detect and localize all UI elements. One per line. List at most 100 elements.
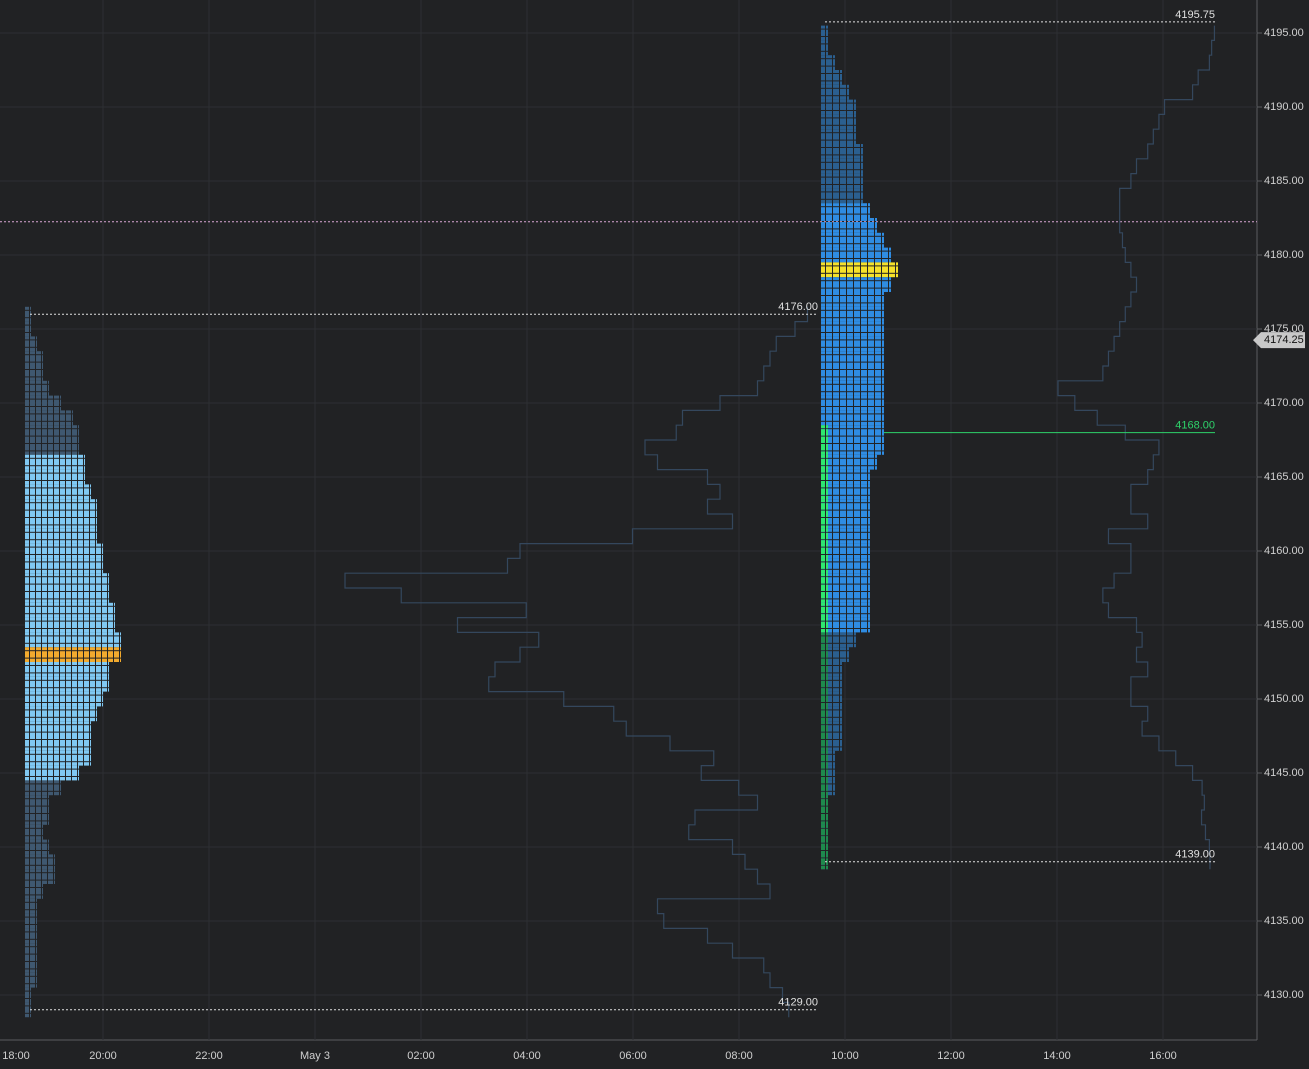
tpo-row	[821, 203, 870, 219]
tpo-row	[25, 691, 103, 707]
opening-cell	[821, 780, 828, 796]
opening-cell	[821, 810, 828, 825]
tpo-row	[25, 380, 49, 396]
tpo-row	[821, 632, 856, 648]
tpo-row	[25, 928, 37, 944]
tpo-row	[821, 366, 884, 381]
tpo-row	[821, 454, 877, 470]
tpo-row	[25, 558, 103, 574]
y-tick-label: 4190.00	[1264, 101, 1304, 113]
last-price-box	[1253, 332, 1305, 349]
opening-cell	[821, 469, 828, 485]
x-tick-label: 08:00	[725, 1050, 753, 1062]
tpo-row	[25, 750, 91, 766]
level-label: 4129.00	[778, 997, 818, 1009]
last-price-label: 4174.25	[1264, 334, 1304, 346]
tpo-row	[25, 469, 85, 485]
level-label: 4195.75	[1175, 9, 1215, 21]
y-tick-label: 4165.00	[1264, 471, 1304, 483]
tpo-row	[25, 958, 37, 973]
tpo-row	[821, 173, 863, 189]
tpo-row	[25, 780, 61, 796]
tpo-row	[25, 573, 109, 589]
tpo-row	[25, 306, 31, 322]
y-tick-label: 4185.00	[1264, 175, 1304, 187]
tpo-row	[821, 129, 856, 145]
opening-cell	[821, 647, 828, 663]
tpo-row	[821, 499, 870, 515]
x-tick-label: 18:00	[2, 1050, 30, 1062]
y-tick-label: 4130.00	[1264, 989, 1304, 1001]
y-tick-label: 4175.00	[1264, 323, 1304, 335]
y-tick-label: 4150.00	[1264, 693, 1304, 705]
tpo-row	[821, 573, 870, 589]
tpo-row	[821, 543, 870, 559]
tpo-row	[25, 810, 49, 825]
volume-profile	[1057, 25, 1216, 870]
tpo-row	[821, 425, 884, 441]
opening-cell	[821, 721, 828, 737]
tpo-row	[25, 528, 97, 544]
tpo-row	[821, 351, 884, 367]
opening-cell	[821, 839, 828, 855]
tpo-row	[25, 765, 79, 781]
x-tick-label: 12:00	[937, 1050, 965, 1062]
tpo-row	[821, 410, 884, 426]
x-tick-label: 22:00	[195, 1050, 223, 1062]
x-tick-label: 02:00	[407, 1050, 435, 1062]
opening-cell	[821, 662, 828, 677]
opening-cell	[821, 543, 828, 559]
tpo-row	[25, 676, 109, 692]
tpo-row	[821, 306, 884, 322]
tpo-row	[25, 336, 37, 352]
tpo-row	[25, 410, 73, 426]
tpo-row	[821, 25, 828, 41]
level-label: 4176.00	[778, 301, 818, 313]
tpo-row	[821, 336, 884, 352]
tpo-row	[821, 395, 884, 411]
tpo-row	[25, 484, 91, 500]
opening-cell	[821, 484, 828, 500]
tpo-row	[25, 706, 97, 722]
opening-cell	[821, 588, 828, 603]
y-tick-label: 4155.00	[1264, 619, 1304, 631]
tpo-row	[25, 351, 43, 367]
tpo-row	[25, 395, 61, 411]
tpo-row	[821, 514, 870, 529]
y-tick-label: 4195.00	[1264, 27, 1304, 39]
tpo-row	[25, 617, 115, 633]
opening-cell	[821, 514, 828, 529]
tpo-row	[821, 114, 856, 130]
x-tick-label: May 3	[300, 1050, 330, 1062]
tpo-row	[25, 736, 91, 751]
opening-cell	[821, 854, 828, 870]
tpo-row	[25, 588, 109, 603]
x-tick-label: 06:00	[619, 1050, 647, 1062]
tpo-row	[25, 425, 79, 441]
opening-cell	[821, 736, 828, 751]
x-tick-label: 04:00	[513, 1050, 541, 1062]
tpo-row	[25, 721, 91, 737]
tpo-row	[821, 440, 884, 455]
y-tick-label: 4180.00	[1264, 249, 1304, 261]
opening-cell	[821, 440, 828, 455]
tpo-row	[25, 898, 37, 914]
tpo-row	[25, 440, 79, 455]
opening-cell	[821, 750, 828, 766]
tpo-row	[821, 247, 891, 263]
tpo-row	[821, 484, 870, 500]
opening-cell	[821, 528, 828, 544]
tpo-row	[25, 795, 49, 811]
opening-cell	[821, 558, 828, 574]
tpo-row	[821, 70, 842, 85]
tpo-row	[25, 884, 43, 899]
tpo-row	[25, 662, 109, 677]
tpo-row	[821, 321, 884, 337]
opening-cell	[821, 617, 828, 633]
level-label: 4139.00	[1175, 849, 1215, 861]
opening-cell	[821, 632, 828, 648]
opening-cell	[821, 824, 828, 840]
opening-cell	[821, 691, 828, 707]
tpo-row	[25, 632, 121, 648]
